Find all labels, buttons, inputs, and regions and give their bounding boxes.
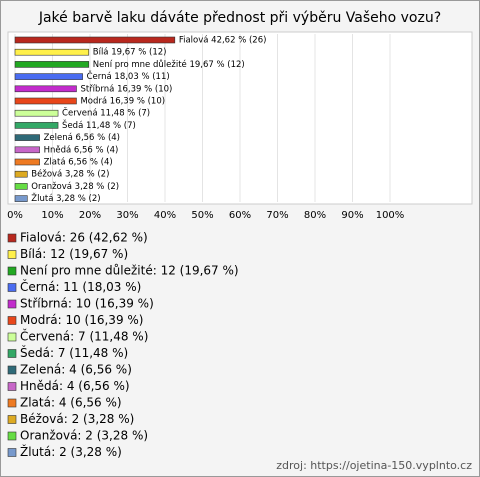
value-label: Zlatá 6,56 % (4)	[44, 158, 113, 168]
value-label: Fialová 42,62 % (26)	[179, 36, 267, 46]
legend-swatch	[7, 415, 17, 424]
legend-swatch	[7, 266, 17, 276]
bar	[14, 97, 77, 105]
value-label: Stříbrná 16,39 % (10)	[80, 84, 172, 94]
legend-swatch	[7, 283, 17, 292]
x-tick-label: 90%	[341, 210, 363, 221]
x-tick-label: 10%	[41, 210, 63, 221]
legend-swatch	[7, 316, 17, 325]
value-label: Bílá 19,67 % (12)	[93, 48, 167, 58]
legend-swatch	[7, 332, 17, 342]
value-label: Černá 18,03 % (11)	[87, 70, 170, 82]
value-label: Červená 11,48 % (7)	[62, 107, 150, 119]
bar	[14, 85, 77, 93]
value-label: Žlutá 3,28 % (2)	[31, 192, 100, 204]
legend-label: Béžová: 2 (3,28 %)	[20, 412, 134, 426]
bar	[14, 134, 40, 141]
legend-swatch	[7, 233, 17, 243]
bar	[14, 183, 28, 190]
x-tick-label: 80%	[304, 210, 326, 221]
legend-label: Černá: 11 (18,03 %)	[20, 279, 141, 294]
legend-label: Šedá: 7 (11,48 %)	[20, 345, 128, 360]
legend-label: Hnědá: 4 (6,56 %)	[20, 379, 130, 393]
x-tick-label: 100%	[376, 210, 405, 221]
legend-label: Zlatá: 4 (6,56 %)	[20, 396, 122, 410]
legend-swatch	[7, 299, 17, 309]
legend-label: Oranžová: 2 (3,28 %)	[20, 429, 148, 443]
bar	[14, 48, 90, 56]
legend-label: Modrá: 10 (16,39 %)	[20, 313, 143, 327]
legend-label: Stříbrná: 10 (16,39 %)	[20, 297, 154, 311]
x-tick-label: 0%	[7, 210, 23, 221]
value-label: Modrá 16,39 % (10)	[80, 97, 165, 107]
legend-label: Zelená: 4 (6,56 %)	[20, 363, 132, 377]
legend-swatch	[7, 365, 17, 375]
legend-label: Červená: 7 (11,48 %)	[20, 329, 148, 344]
value-label: Béžová 3,28 % (2)	[31, 169, 109, 180]
bar	[14, 146, 40, 154]
value-label: Zelená 6,56 % (4)	[44, 133, 120, 143]
chart-title: Jaké barvě laku dáváte přednost při výbě…	[38, 10, 441, 26]
legend-label: Není pro mne důležité: 12 (19,67 %)	[20, 264, 239, 278]
bar	[14, 122, 59, 129]
bar	[14, 36, 176, 44]
legend-swatch	[7, 431, 17, 441]
x-tick-label: 20%	[79, 210, 101, 221]
bar	[14, 170, 28, 178]
x-tick-label: 70%	[266, 210, 288, 221]
legend-swatch	[7, 398, 17, 408]
value-label: Oranžová 3,28 % (2)	[31, 182, 119, 192]
value-label: Hnědá 6,56 % (4)	[44, 145, 119, 155]
legend-swatch	[7, 250, 17, 259]
legend-swatch	[7, 382, 17, 391]
bar	[14, 195, 28, 202]
legend-label: Žlutá: 2 (3,28 %)	[20, 444, 122, 459]
x-tick-label: 60%	[229, 210, 251, 221]
legend-swatch	[7, 448, 17, 457]
legend-label: Fialová: 26 (42,62 %)	[20, 231, 148, 245]
x-tick-label: 50%	[191, 210, 213, 221]
bar	[14, 73, 83, 80]
legend-swatch	[7, 349, 17, 358]
bar	[14, 61, 90, 68]
source: zdroj: https://ojetina-150.vyplnto.cz	[276, 459, 472, 472]
value-label: Šedá 11,48 % (7)	[62, 119, 136, 131]
bar	[14, 158, 40, 166]
legend-label: Bílá: 12 (19,67 %)	[20, 247, 128, 261]
bar	[14, 109, 59, 117]
x-tick-label: 30%	[116, 210, 138, 221]
value-label: Není pro mne důležité 19,67 % (12)	[93, 59, 245, 70]
x-tick-label: 40%	[154, 210, 176, 221]
